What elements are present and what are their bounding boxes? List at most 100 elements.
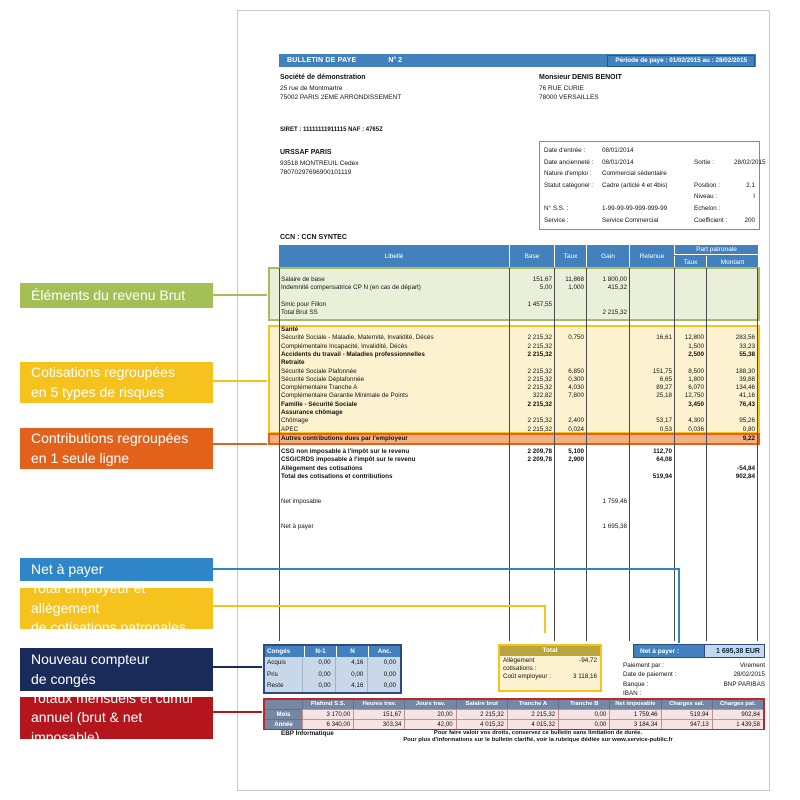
annotation-label-5: Nouveau compteur de congés <box>20 648 213 691</box>
payslip-row: Sécurité Sociale - Maladie, Maternité, I… <box>279 334 758 342</box>
cell-pp_taux: 12,750 <box>684 392 704 400</box>
cell-pp_taux: 4,300 <box>688 417 704 425</box>
payslip-row: Smic pour Fillon 1 457,55 <box>279 301 758 309</box>
leave-counter-table: Congés N-1 N Anc. Acquis 0,00 4,16 0,00 Pris 0,00… <box>263 644 402 694</box>
leave-table-row: Acquis 0,00 4,16 0,00 <box>265 657 400 669</box>
cell-base: 2 209,78 <box>527 456 552 464</box>
totals-cell: 6 340,00 <box>302 718 354 729</box>
leave-cell: 0,00 <box>367 657 400 669</box>
payment-row: Date de paiement : 28/02/2015 <box>623 670 765 679</box>
cell-base: 2 215,32 <box>527 334 552 342</box>
annotation-connector-line <box>213 605 546 607</box>
cell-gain: 415,32 <box>607 284 627 292</box>
table-column-line <box>279 268 280 641</box>
info-value <box>602 191 694 203</box>
cell-pp_taux: 2,500 <box>688 350 704 358</box>
totals-header-cell: Tranche B <box>558 700 610 710</box>
payslip-row: Salaire de base 151,67 11,868 1 800,00 <box>279 276 758 284</box>
totals-row-label: Année <box>265 718 302 729</box>
cell-label: Sécurité Sociale - Maladie, Maternité, I… <box>281 334 434 342</box>
cell-base: 2 215,32 <box>527 375 552 383</box>
urssaf-number: 78070297696900101119 <box>280 169 352 176</box>
col-header-pp-montant: Montant <box>706 256 758 268</box>
cell-pp_taux: 12,800 <box>684 334 704 342</box>
annotation-connector-line <box>678 568 680 643</box>
cell-label: Autres contributions dues par l'employeu… <box>281 435 408 443</box>
cell-label: Net imposable <box>281 497 322 505</box>
cell-base: 2 209,78 <box>527 448 552 455</box>
net-pay-value: 1 695,38 EUR <box>704 645 764 657</box>
annotation-connector-line <box>213 711 262 713</box>
totals-row: Mois 3 170,00 151,67 20,00 2 215,32 2 215,32 0… <box>265 709 763 720</box>
leave-table-row: Reste 0,00 4,16 0,00 <box>265 680 400 692</box>
totals-cell: 4 015,32 <box>455 718 507 729</box>
gross-income-highlight-zone <box>268 267 760 321</box>
totals-row: Année 6 340,00 303,34 42,00 4 015,32 4 015,32… <box>265 718 763 729</box>
cell-label: Assurance chômage <box>281 409 343 416</box>
payment-row: IBAN : <box>623 689 765 698</box>
cell-retenue: 0,53 <box>659 425 672 433</box>
info-value: 08/01/2014 <box>602 147 634 154</box>
cell-pp_montant: 39,88 <box>739 375 755 383</box>
annotation-text-line: de cotisations patronales <box>31 619 186 636</box>
cell-retenue: 53,17 <box>656 417 672 425</box>
payslip-sheet: BULLETIN DE PAYE N° 2 Période de paye : … <box>237 10 770 791</box>
cell-pp_taux: 1,500 <box>688 342 704 350</box>
cell-retenue: 64,08 <box>656 456 672 464</box>
annotation-text-line: Net à payer <box>31 560 104 577</box>
leave-cell: 4,16 <box>334 680 368 692</box>
employee-address-block: Monsieur DENIS BENOIT 76 RUE CURIE 78000… <box>539 73 622 102</box>
info-value: Commercial sédentaire <box>602 170 667 178</box>
totals-header-cell: Plafond S.S. <box>302 700 354 710</box>
payment-label: IBAN : <box>623 689 642 697</box>
urssaf-city: 93518 MONTREUIL Cedex <box>280 160 359 167</box>
employee-address-line1: 76 RUE CURIE <box>539 85 584 92</box>
cell-pp_taux: 3,450 <box>688 400 704 408</box>
cell-label: Chômage <box>281 417 309 425</box>
annotation-text-line: en 5 types de risques <box>31 383 165 400</box>
leave-header-cell: Congés <box>267 648 291 655</box>
software-credit: EBP Informatique <box>281 730 334 737</box>
leave-table-header: Congés N-1 N Anc. <box>265 646 400 657</box>
payslip-row: Total Brut SS 2 215,32 <box>279 309 758 317</box>
employer-contributions-highlight-zone <box>268 433 760 445</box>
leave-cell: 4,16 <box>334 657 368 669</box>
totals-header-cell: Charges pat. <box>711 700 763 710</box>
leave-header-cell: N-1 <box>304 646 336 657</box>
totals-header-cell: Jours trav. <box>404 700 456 710</box>
cell-retenue: 25,18 <box>656 392 672 400</box>
ccn-line: CCN : CCN SYNTEC <box>280 234 347 241</box>
cell-pp_montant: 0,80 <box>742 425 755 433</box>
info-value: Service Commercial <box>602 216 659 224</box>
annotation-connector-line <box>213 380 267 382</box>
cell-label: Santé <box>281 326 299 333</box>
cell-gain: 1 759,46 <box>602 497 627 505</box>
cell-taux: 2,900 <box>568 456 584 464</box>
info-label: Statut catégoriel : <box>544 181 594 189</box>
annotation-label-4: Total employeur et allègement de cotisati… <box>20 580 213 635</box>
cell-label: Net à payer <box>281 522 314 530</box>
employer-total-label: Coût employeur : <box>503 673 551 680</box>
payslip-row: Sécurité Sociale Déplafonnée 2 215,32 0,30… <box>279 376 758 384</box>
col-header-libelle: Libellé <box>384 253 404 260</box>
annotation-connector-line <box>213 294 267 296</box>
payslip-row: Assurance chômage <box>279 409 758 417</box>
annotation-text-line: en 1 seule ligne <box>31 449 130 466</box>
cell-taux: 0,750 <box>568 334 584 342</box>
cell-retenue: 89,27 <box>656 384 672 392</box>
table-body: Salaire de base 151,67 11,868 1 800,00 Indem… <box>268 267 760 641</box>
info-label: Service : <box>544 216 569 224</box>
info-label2: Coefficient : <box>694 216 728 224</box>
net-pay-box: Net à payer : 1 695,38 EUR <box>633 644 765 658</box>
totals-cell: 151,67 <box>353 709 405 720</box>
cell-pp_montant: 134,46 <box>735 384 755 392</box>
cell-label: Smic pour Fillon <box>281 300 327 308</box>
totals-header-cell: Tranche A <box>506 700 559 710</box>
annotation-label-1: Cotisations regroupées en 5 types de risq… <box>20 362 213 403</box>
totals-header-cell: Heures trav. <box>353 700 405 710</box>
payslip-row: Accidents du travail - Maladies professi… <box>279 351 758 359</box>
table-column-line <box>586 268 587 641</box>
cell-gain: 2 215,32 <box>602 309 627 317</box>
annotation-connector-line <box>213 568 680 570</box>
